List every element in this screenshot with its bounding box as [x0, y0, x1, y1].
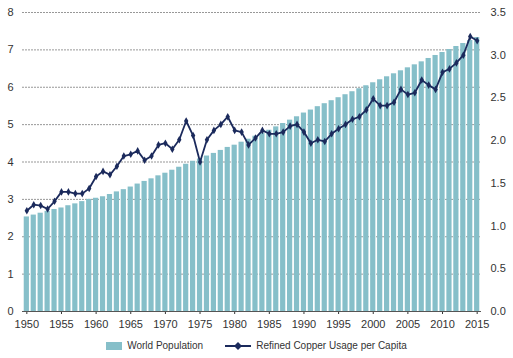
- svg-text:2005: 2005: [396, 318, 420, 330]
- svg-text:3.5: 3.5: [491, 6, 506, 18]
- svg-text:4: 4: [7, 156, 13, 168]
- svg-text:2: 2: [7, 230, 13, 242]
- svg-text:7: 7: [7, 43, 13, 55]
- svg-text:2000: 2000: [361, 318, 385, 330]
- svg-text:0: 0: [7, 305, 13, 317]
- svg-text:6: 6: [7, 81, 13, 93]
- svg-text:1955: 1955: [49, 318, 73, 330]
- html-text:World Population: World Population: [127, 340, 204, 351]
- svg-text:1950: 1950: [15, 318, 39, 330]
- svg-text:3: 3: [7, 193, 13, 205]
- svg-text:1960: 1960: [84, 318, 108, 330]
- svg-text:1.0: 1.0: [491, 220, 506, 232]
- svg-text:5: 5: [7, 118, 13, 130]
- svg-text:1970: 1970: [153, 318, 177, 330]
- svg-text:1975: 1975: [188, 318, 212, 330]
- svg-text:2010: 2010: [430, 318, 454, 330]
- svg-text:1.5: 1.5: [491, 177, 506, 189]
- svg-text:1990: 1990: [292, 318, 316, 330]
- svg-text:1980: 1980: [222, 318, 246, 330]
- svg-text:1: 1: [7, 268, 13, 280]
- svg-text:1985: 1985: [257, 318, 281, 330]
- html-text:Refined Copper Usage per Capit: Refined Copper Usage per Capita: [256, 340, 407, 351]
- svg-text:1995: 1995: [326, 318, 350, 330]
- svg-text:3.0: 3.0: [491, 49, 506, 61]
- svg-text:0.5: 0.5: [491, 262, 506, 274]
- svg-text:8: 8: [7, 6, 13, 18]
- svg-text:0.0: 0.0: [491, 305, 506, 317]
- svg-text:1965: 1965: [119, 318, 143, 330]
- svg-text:2.5: 2.5: [491, 91, 506, 103]
- svg-text:2.0: 2.0: [491, 134, 506, 146]
- svg-text:2015: 2015: [465, 318, 489, 330]
